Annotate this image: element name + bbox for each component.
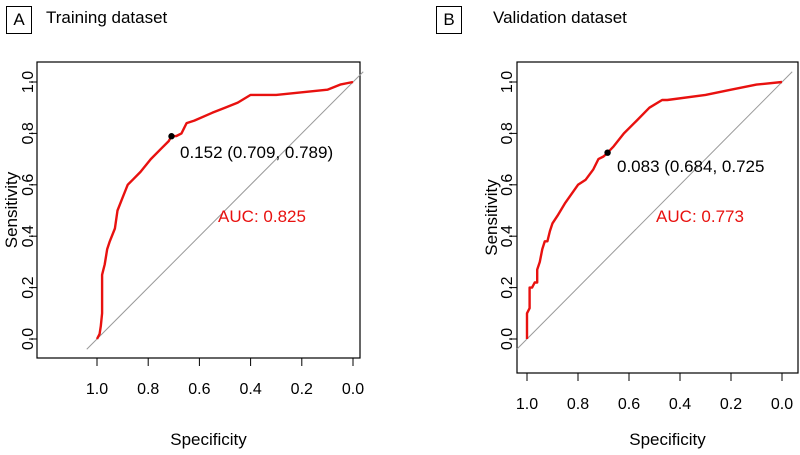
chart-title: Validation dataset (493, 8, 627, 27)
roc-curve-line (95, 80, 354, 340)
y-tick-label: 0.0 (499, 328, 516, 350)
panel-training: A Training dataset 1.0 0.8 0.6 0.4 0.2 0.0 0.0… (2, 6, 364, 449)
threshold-point (168, 133, 175, 140)
y-axis-title: Sensitivity (482, 179, 501, 256)
y-tick-label: 0.2 (20, 276, 37, 298)
y-tick-label: 0.6 (499, 174, 516, 196)
x-tick-label: 0.8 (137, 381, 159, 398)
x-axis-title: Specificity (170, 430, 247, 449)
y-tick-label: 0.6 (20, 174, 37, 196)
x-axis-title: Specificity (629, 430, 706, 449)
y-tick-label: 0.4 (499, 225, 516, 247)
x-tick-label: 0.6 (618, 396, 640, 413)
roc-chart-training: 1.0 0.8 0.6 0.4 0.2 0.0 0.0 0.2 0.4 0.6 0.8 1.0 Spec… (2, 61, 364, 449)
panel-label: B (436, 6, 462, 34)
panel-validation: B Validation dataset 1.0 0.8 0.6 0.4 0.2 0.0 0… (400, 0, 800, 455)
plot-frame (36, 61, 361, 359)
x-tick-label: 0.0 (342, 381, 364, 398)
y-tick-label: 1.0 (499, 71, 516, 93)
x-tick-label: 1.0 (86, 381, 108, 398)
panel-label: A (6, 6, 32, 34)
roc-chart-validation: 1.0 0.8 0.6 0.4 0.2 0.0 0.0 0.2 0.4 0.6 0.8 1.0 Spec… (482, 61, 799, 449)
chart-title: Training dataset (46, 8, 168, 27)
y-axis-title: Sensitivity (2, 171, 21, 248)
y-tick-label: 0.0 (20, 328, 37, 350)
x-tick-label: 0.2 (720, 396, 742, 413)
auc-label: AUC: 0.773 (656, 207, 744, 226)
x-tick-label: 0.6 (188, 381, 210, 398)
roc-curve-line (525, 80, 783, 339)
y-tick-label: 1.0 (20, 71, 37, 93)
x-tick-label: 0.8 (567, 396, 589, 413)
threshold-label: 0.083 (0.684, 0.725 (617, 157, 764, 176)
threshold-label: 0.152 (0.709, 0.789) (180, 143, 333, 162)
y-tick-label: 0.4 (20, 225, 37, 247)
reference-diagonal-line (516, 71, 793, 350)
y-tick-label: 0.8 (20, 122, 37, 144)
x-tick-label: 0.4 (669, 396, 691, 413)
x-tick-label: 0.2 (291, 381, 313, 398)
x-tick-label: 0.4 (239, 381, 261, 398)
y-tick-label: 0.8 (499, 122, 516, 144)
y-tick-label: 0.2 (499, 276, 516, 298)
reference-diagonal-line (86, 71, 364, 350)
x-tick-label: 0.0 (771, 396, 793, 413)
auc-label: AUC: 0.825 (218, 207, 306, 226)
x-tick-label: 1.0 (516, 396, 538, 413)
threshold-point (604, 149, 611, 156)
plot-frame (516, 61, 799, 374)
